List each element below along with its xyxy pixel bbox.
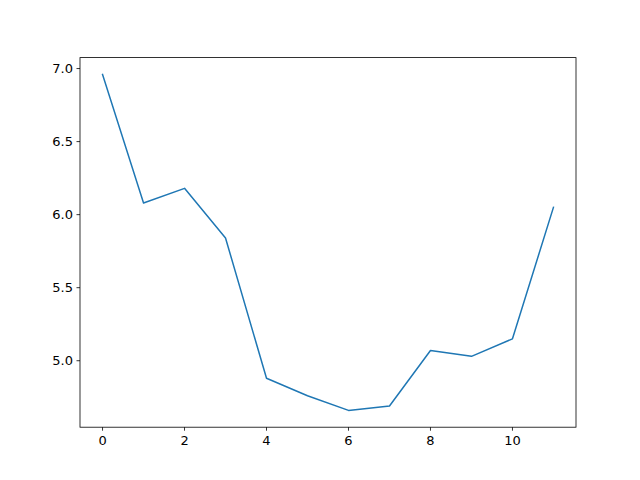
y-tick-label: 7.0 (52, 61, 73, 76)
x-tick-label: 6 (344, 433, 352, 448)
y-tick-label: 6.0 (52, 207, 73, 222)
plot-background (80, 58, 576, 428)
line-series (103, 74, 554, 410)
chart: 0 2 4 6 8 10 5.0 5.5 6.0 6.5 7.0 (0, 0, 640, 480)
x-tick-label: 8 (426, 433, 434, 448)
x-tick-label: 10 (504, 433, 521, 448)
plot-area (103, 74, 554, 410)
x-tick-label: 4 (262, 433, 270, 448)
x-tick (184, 427, 185, 431)
x-tick (430, 427, 431, 431)
x-tick-label: 0 (98, 433, 106, 448)
y-tick (77, 360, 81, 361)
x-tick-label: 2 (180, 433, 188, 448)
x-tick (348, 427, 349, 431)
x-tick (102, 427, 103, 431)
y-tick (77, 287, 81, 288)
axes-frame (80, 58, 576, 428)
y-tick (77, 214, 81, 215)
y-tick (77, 141, 81, 142)
x-tick (266, 427, 267, 431)
y-tick-label: 5.0 (52, 353, 73, 368)
y-tick (77, 68, 81, 69)
y-tick-label: 5.5 (52, 280, 73, 295)
y-tick-label: 6.5 (52, 134, 73, 149)
x-tick (512, 427, 513, 431)
